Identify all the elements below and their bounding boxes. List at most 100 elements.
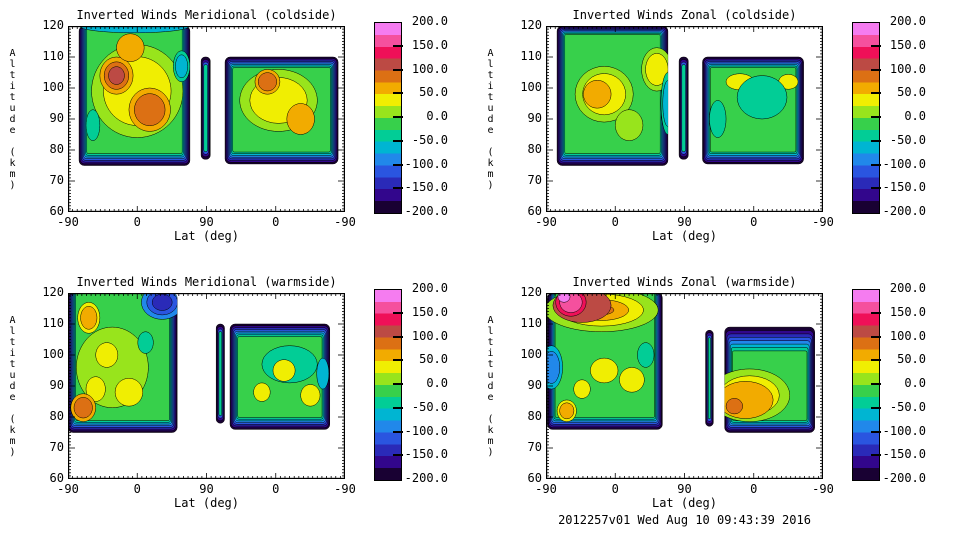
colorbar-tick-mark	[871, 116, 881, 118]
colorbar-tick-mark	[393, 335, 403, 338]
colorbar-tick-label: 150.0	[411, 304, 448, 319]
colorbar-tick-label: 150.0	[889, 37, 926, 52]
colorbar-tick-mark	[393, 116, 403, 118]
colorbar	[852, 289, 880, 481]
colorbar-tick-mark	[871, 406, 881, 409]
colorbar-tick-label: -150.0	[404, 180, 448, 195]
panel-zonal-coldside: Inverted Winds Zonal (coldside) Altitude…	[478, 0, 958, 267]
colorbar-tick-label: -200.0	[404, 471, 448, 485]
colorbar-tick-label: -100.0	[404, 156, 448, 171]
contour-plot	[68, 26, 345, 212]
x-tick-label: 0	[750, 482, 758, 496]
x-tick-label: -90	[812, 215, 834, 229]
colorbar-tick-label: 150.0	[889, 304, 926, 319]
colorbar-tick-label: 0.0	[426, 109, 448, 123]
colorbar-tick-label: 0.0	[426, 376, 448, 390]
colorbar-tick-mark	[393, 359, 403, 362]
x-tick-label: 0	[272, 215, 280, 229]
colorbar-tick-label: -100.0	[404, 423, 448, 438]
y-tick-label: 120	[520, 285, 542, 299]
x-tick-label: 90	[677, 215, 692, 229]
colorbar-tick-mark	[871, 383, 881, 385]
colorbar-tick-mark	[393, 187, 403, 190]
colorbar	[374, 289, 402, 481]
panel-meridional-coldside: Inverted Winds Meridional (coldside) Alt…	[0, 0, 480, 267]
colorbar-tick-mark	[393, 139, 403, 142]
colorbar-tick-label: 200.0	[411, 14, 448, 28]
panel-meridional-warmside: Inverted Winds Meridional (warmside) Alt…	[0, 267, 480, 534]
colorbar-tick-label: 50.0	[897, 85, 926, 100]
colorbar-tick-mark	[393, 92, 403, 95]
y-tick-label: 70	[49, 173, 64, 187]
y-tick-label: 90	[49, 111, 64, 125]
colorbar-tick-label: -200.0	[882, 471, 926, 485]
y-tick-label: 60	[49, 471, 64, 485]
colorbar-tick-label: 200.0	[411, 281, 448, 295]
colorbar-tick-label: 100.0	[889, 61, 926, 76]
x-tick-label: 90	[199, 215, 214, 229]
y-tick-label: 80	[527, 409, 542, 423]
x-axis-label: Lat (deg)	[651, 496, 718, 510]
colorbar-tick-mark	[871, 92, 881, 95]
colorbar-tick-mark	[393, 44, 403, 47]
colorbar-tick-label: 200.0	[889, 281, 926, 295]
colorbar-tick-label: -150.0	[882, 447, 926, 462]
y-tick-label: 110	[42, 316, 64, 330]
y-tick-label: 90	[527, 378, 542, 392]
colorbar-tick-mark	[871, 454, 881, 457]
y-tick-label: 120	[520, 18, 542, 32]
colorbar-tick-label: 0.0	[904, 376, 926, 390]
x-tick-label: -90	[57, 482, 79, 496]
colorbar-tick-label: 100.0	[411, 61, 448, 76]
colorbar-tick-label: -100.0	[882, 156, 926, 171]
colorbar-tick-mark	[871, 139, 881, 142]
colorbar-tick-label: 50.0	[419, 352, 448, 367]
plot-title: Inverted Winds Meridional (coldside)	[76, 8, 337, 22]
colorbar-tick-label: -150.0	[404, 447, 448, 462]
x-tick-label: 0	[611, 482, 619, 496]
colorbar-tick-mark	[393, 163, 403, 166]
colorbar-tick-label: 100.0	[411, 328, 448, 343]
y-tick-label: 60	[49, 204, 64, 218]
colorbar-tick-mark	[871, 430, 881, 433]
y-tick-label: 80	[527, 142, 542, 156]
colorbar-tick-mark	[393, 454, 403, 457]
x-tick-label: 0	[272, 482, 280, 496]
y-tick-label: 100	[520, 80, 542, 94]
colorbar-tick-label: 50.0	[897, 352, 926, 367]
colorbar-tick-label: 50.0	[419, 85, 448, 100]
colorbar-tick-label: 0.0	[904, 109, 926, 123]
colorbar-tick-mark	[393, 383, 403, 385]
colorbar-tick-mark	[871, 68, 881, 71]
timestamp: 2012257v01 Wed Aug 10 09:43:39 2016	[558, 513, 811, 527]
y-tick-label: 110	[520, 316, 542, 330]
colorbar-tick-mark	[871, 44, 881, 47]
x-tick-label: -90	[535, 482, 557, 496]
colorbar-tick-label: -100.0	[882, 423, 926, 438]
colorbar-tick-mark	[871, 359, 881, 362]
x-tick-label: 0	[133, 482, 141, 496]
y-tick-label: 120	[42, 18, 64, 32]
colorbar-tick-mark	[871, 163, 881, 166]
colorbar-tick-label: -50.0	[889, 399, 926, 414]
colorbar-tick-mark	[393, 68, 403, 71]
contour-plot	[546, 293, 823, 479]
x-tick-label: -90	[57, 215, 79, 229]
panel-zonal-warmside: Inverted Winds Zonal (warmside) Altitude…	[478, 267, 958, 534]
colorbar-tick-mark	[393, 406, 403, 409]
colorbar-tick-label: -50.0	[411, 399, 448, 414]
colorbar-tick-label: -50.0	[411, 132, 448, 147]
y-tick-label: 70	[49, 440, 64, 454]
plot-title: Inverted Winds Meridional (warmside)	[76, 275, 337, 289]
x-tick-label: -90	[812, 482, 834, 496]
y-tick-label: 80	[49, 409, 64, 423]
x-axis-label: Lat (deg)	[651, 229, 718, 243]
x-tick-label: 0	[750, 215, 758, 229]
x-tick-label: 90	[677, 482, 692, 496]
colorbar-tick-label: 100.0	[889, 328, 926, 343]
x-tick-label: -90	[535, 215, 557, 229]
y-axis-label: Altitude (km)	[7, 314, 18, 458]
colorbar-tick-label: -200.0	[404, 204, 448, 218]
y-axis-label: Altitude (km)	[485, 314, 496, 458]
x-tick-label: 0	[611, 215, 619, 229]
